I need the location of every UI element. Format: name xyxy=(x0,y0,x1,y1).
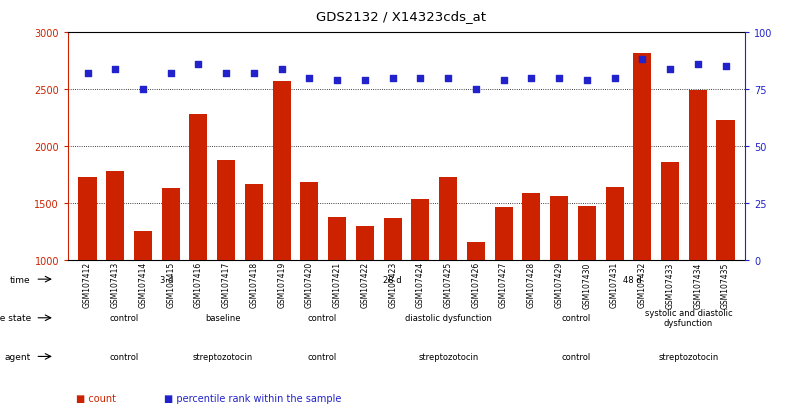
Text: control: control xyxy=(308,352,336,361)
Bar xyxy=(661,163,679,374)
Bar xyxy=(384,218,401,374)
Text: control: control xyxy=(561,352,590,361)
Bar xyxy=(300,183,319,374)
Bar xyxy=(522,193,541,374)
Text: baseline: baseline xyxy=(205,313,241,323)
Point xyxy=(137,87,150,93)
Point xyxy=(497,77,510,84)
Text: control: control xyxy=(110,313,139,323)
Point xyxy=(553,75,566,82)
Text: ■ percentile rank within the sample: ■ percentile rank within the sample xyxy=(164,393,341,403)
Bar xyxy=(217,160,235,374)
Point xyxy=(219,71,232,77)
Bar xyxy=(328,217,346,374)
Point xyxy=(581,77,594,84)
Text: control: control xyxy=(561,313,590,323)
Point xyxy=(525,75,537,82)
Bar xyxy=(439,177,457,374)
Bar xyxy=(245,184,263,374)
Point xyxy=(386,75,399,82)
Point xyxy=(608,75,621,82)
Bar xyxy=(134,232,152,374)
Text: agent: agent xyxy=(5,352,30,361)
Bar xyxy=(634,54,651,374)
Text: streptozotocin: streptozotocin xyxy=(658,352,718,361)
Bar xyxy=(467,242,485,374)
Text: streptozotocin: streptozotocin xyxy=(419,352,479,361)
Point xyxy=(441,75,454,82)
Bar xyxy=(717,121,735,374)
Bar xyxy=(107,172,124,374)
Text: ■ count: ■ count xyxy=(76,393,116,403)
Bar xyxy=(162,189,179,374)
Point xyxy=(691,62,704,68)
Bar xyxy=(356,226,374,374)
Point xyxy=(414,75,427,82)
Point xyxy=(276,66,288,73)
Point xyxy=(248,71,260,77)
Point xyxy=(164,71,177,77)
Point xyxy=(719,64,732,70)
Point xyxy=(469,87,482,93)
Point xyxy=(359,77,372,84)
Bar xyxy=(190,115,207,374)
Text: disease state: disease state xyxy=(0,313,30,323)
Point xyxy=(81,71,94,77)
Text: control: control xyxy=(110,352,139,361)
Point xyxy=(663,66,676,73)
Bar xyxy=(606,188,623,374)
Text: 28 d: 28 d xyxy=(383,275,402,284)
Text: 48 d: 48 d xyxy=(623,275,642,284)
Text: systolic and diastolic
dysfunction: systolic and diastolic dysfunction xyxy=(645,309,732,328)
Text: 3 d: 3 d xyxy=(160,275,174,284)
Bar xyxy=(578,207,596,374)
Text: control: control xyxy=(308,313,336,323)
Text: diastolic dysfunction: diastolic dysfunction xyxy=(405,313,493,323)
Text: streptozotocin: streptozotocin xyxy=(193,352,253,361)
Bar xyxy=(272,82,291,374)
Bar xyxy=(412,200,429,374)
Bar xyxy=(494,208,513,374)
Bar xyxy=(689,91,706,374)
Point xyxy=(636,57,649,64)
Text: time: time xyxy=(10,275,30,284)
Point xyxy=(192,62,205,68)
Point xyxy=(109,66,122,73)
Bar xyxy=(78,177,96,374)
Point xyxy=(303,75,316,82)
Text: GDS2132 / X14323cds_at: GDS2132 / X14323cds_at xyxy=(316,10,485,23)
Bar xyxy=(550,197,568,374)
Point xyxy=(331,77,344,84)
